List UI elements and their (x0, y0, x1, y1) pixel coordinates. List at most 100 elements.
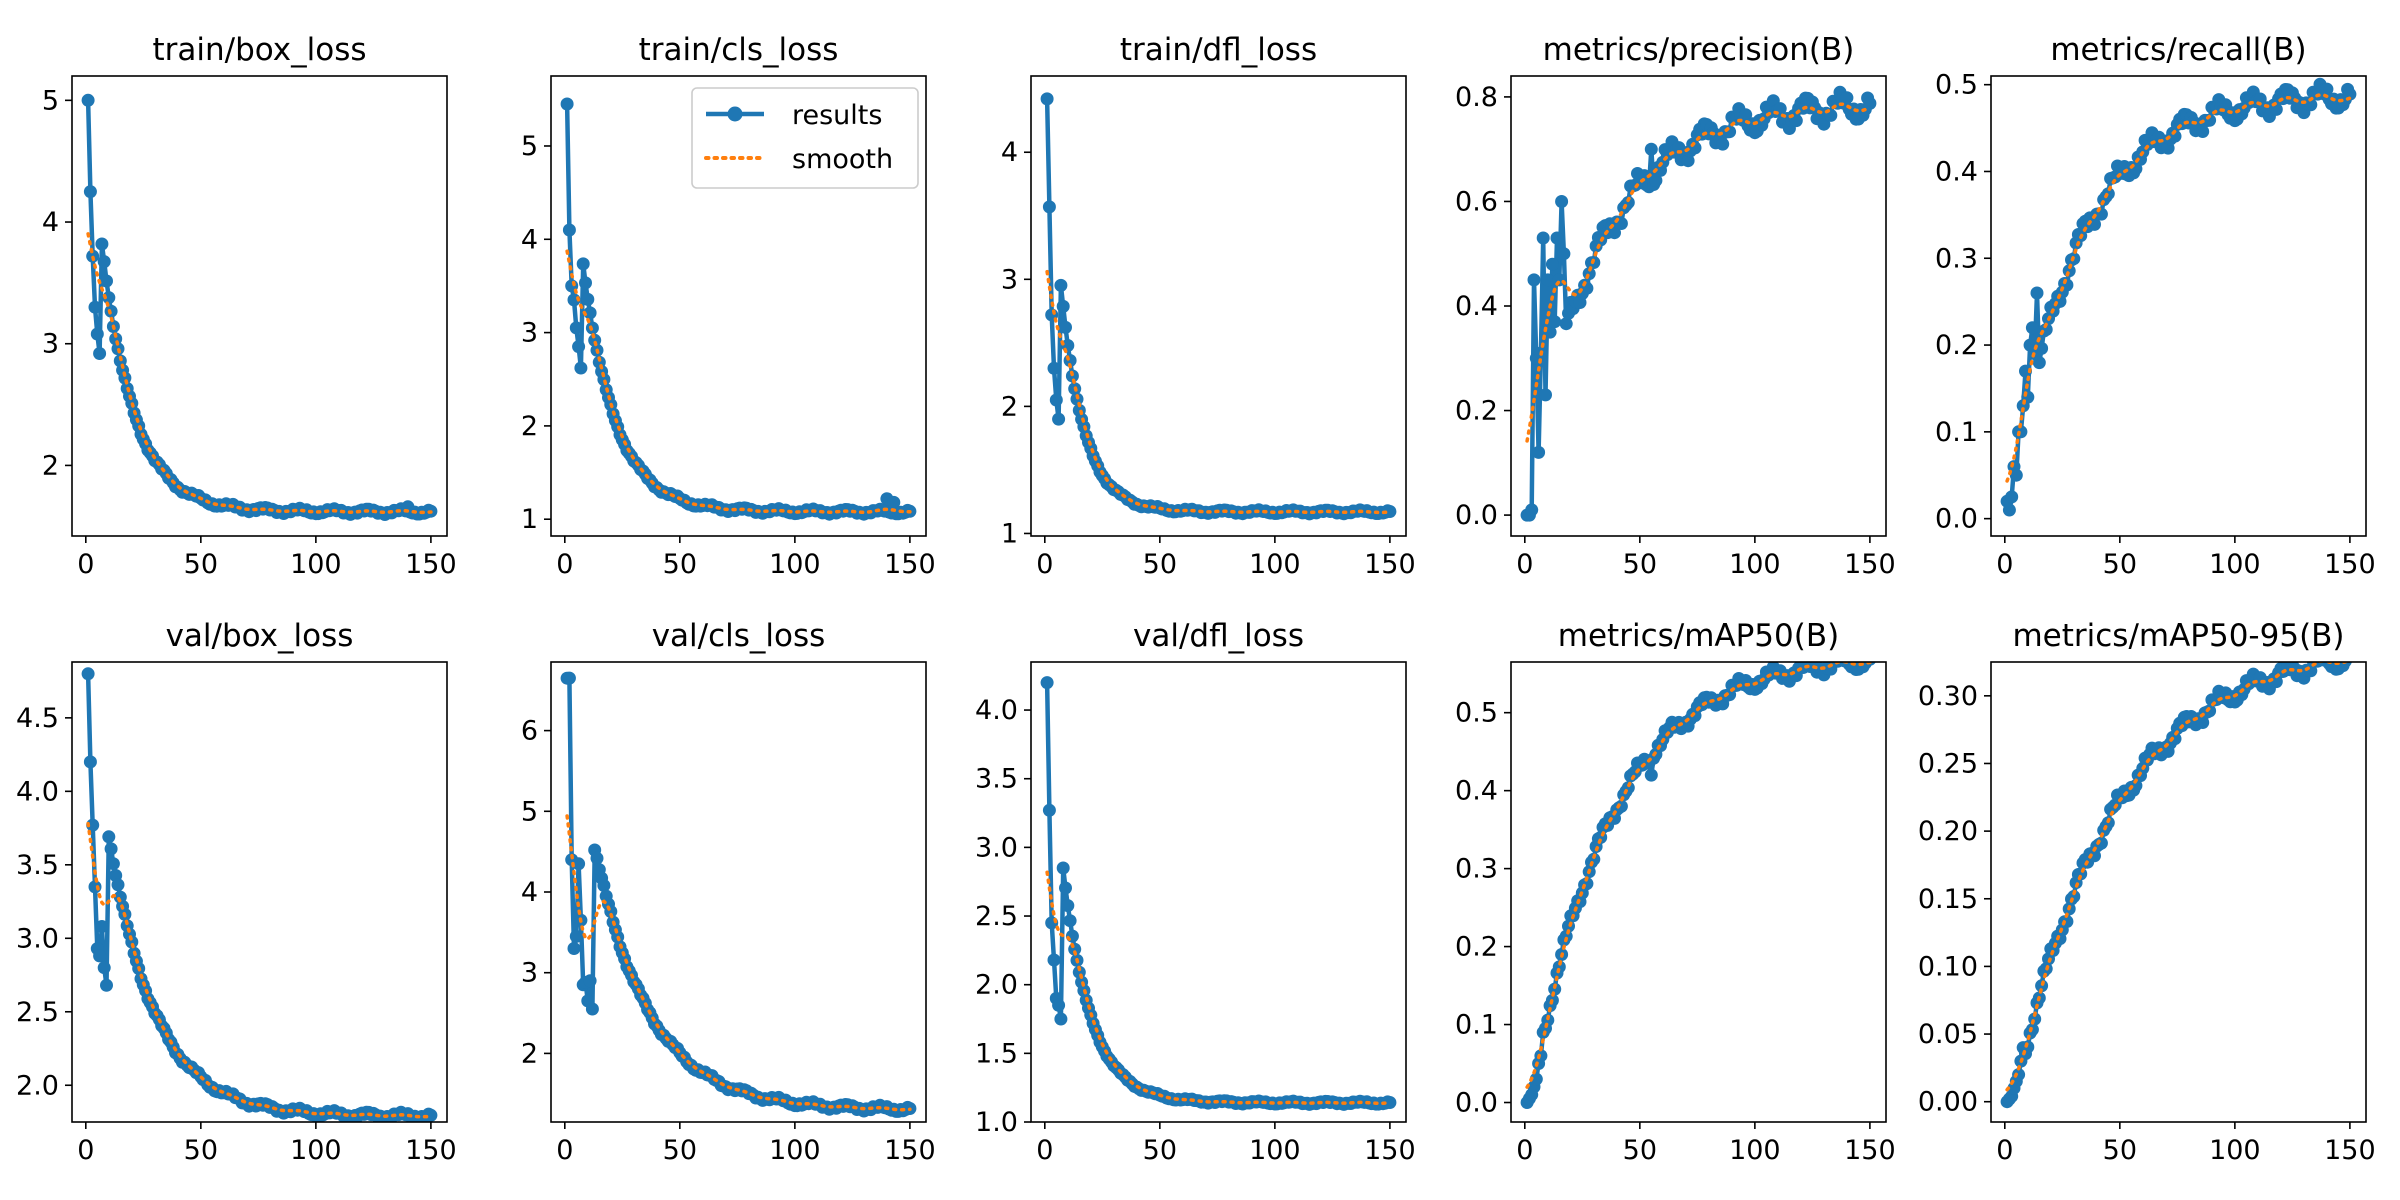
series-results (2000, 77, 2357, 517)
data-point (1047, 953, 1061, 967)
y-tick-label: 0.2 (1455, 932, 1498, 963)
y-tick-label: 0.3 (1455, 854, 1498, 885)
y-tick-label: 0.8 (1455, 82, 1498, 113)
chart-val-box-loss: val/box_loss 0 50 100 150 2.0 2.5 3.0 3.5 4.0 4.5 (16, 618, 457, 1166)
data-point (576, 257, 590, 271)
y-tick-label: 2.0 (975, 970, 1018, 1001)
data-point (97, 255, 111, 269)
data-point (1557, 247, 1571, 261)
chart-title: train/dfl_loss (1120, 32, 1317, 68)
data-point (588, 333, 602, 347)
y-tick-label: 4.0 (975, 695, 1018, 726)
data-point (2094, 207, 2108, 221)
data-point (2030, 286, 2044, 300)
data-point (1789, 114, 1803, 128)
chart-val-dfl-loss: val/dfl_loss 0 50 100 150 1.0 1.5 2.0 2.5 3.0 3.5 4… (975, 618, 1416, 1166)
data-point (597, 373, 611, 386)
y-tick-label: 4 (521, 877, 538, 908)
chart-title: val/dfl_loss (1133, 618, 1304, 654)
y-tick-label: 0.2 (1455, 396, 1498, 427)
data-point (1644, 768, 1658, 782)
data-point (88, 300, 102, 314)
x-tick-label: 150 (1844, 1135, 1896, 1166)
data-point (93, 347, 107, 360)
data-point (1052, 412, 1066, 426)
data-point (1863, 96, 1877, 110)
data-point (81, 667, 95, 681)
y-tick-label: 0.20 (1918, 816, 1978, 847)
data-point (1548, 315, 1562, 329)
data-point (1049, 393, 1063, 407)
x-tick-label: 50 (1143, 549, 1177, 580)
data-point (2196, 125, 2210, 138)
results-line (85, 100, 432, 517)
data-point (2002, 503, 2016, 517)
y-tick-label: 3.0 (975, 832, 1018, 863)
data-point (2338, 662, 2352, 668)
y-tick-label: 0.0 (1455, 1088, 1498, 1119)
x-tick-label: 50 (1143, 1135, 1177, 1166)
legend-results-label: results (792, 100, 882, 131)
axes-frame (1510, 75, 1887, 537)
data-point (1548, 982, 1562, 996)
axes-frame (1030, 75, 1407, 537)
data-point (2304, 98, 2318, 112)
smooth-line (1045, 269, 1392, 515)
x-tick-label: 100 (769, 1135, 821, 1166)
y-tick-label: 0.0 (1935, 504, 1978, 535)
smooth-line (1525, 662, 1872, 1089)
chart-train-cls-loss: train/cls_loss 0 50 100 150 1 2 3 4 5 (521, 32, 936, 580)
y-tick-label: 0.3 (1935, 243, 1978, 274)
chart-metrics-recall-b: metrics/recall(B) 0 50 100 150 0.0 0.1 0.2 0.3 0.… (1935, 32, 2376, 580)
y-tick-label: 3.5 (16, 850, 59, 881)
data-point (1527, 273, 1541, 287)
axes-frame (550, 661, 927, 1123)
chart-title: metrics/mAP50(B) (1558, 618, 1839, 654)
chart-metrics-precision-b: metrics/precision(B) 0 50 100 150 0.0 0.2 0.4 0.… (1455, 32, 1896, 580)
chart-metrics-map50-95-b: metrics/mAP50-95(B) 0 50 100 150 0.00 0.05 0.10… (1918, 618, 2376, 1166)
y-tick-label: 1 (1001, 518, 1018, 549)
data-point (95, 920, 109, 933)
data-point (567, 942, 581, 955)
legend-smooth-label: smooth (792, 144, 893, 175)
y-tick-label: 0.05 (1918, 1019, 1978, 1050)
data-point (93, 949, 107, 963)
data-point (2012, 1068, 2026, 1082)
y-tick-label: 1.5 (975, 1038, 1018, 1069)
data-point (590, 851, 604, 865)
data-point (1539, 388, 1552, 402)
data-point (1541, 273, 1555, 287)
data-point (1555, 195, 1569, 208)
smooth-line (565, 814, 912, 1112)
y-tick-label: 2.5 (16, 997, 59, 1028)
data-point (1040, 676, 1054, 690)
data-point (572, 857, 586, 871)
y-tick-label: 5 (521, 131, 538, 162)
data-point (1559, 317, 1573, 331)
y-tick-label: 2 (1001, 391, 1018, 422)
chart-title: val/box_loss (166, 618, 354, 654)
x-tick-label: 150 (405, 549, 457, 580)
data-point (1383, 505, 1397, 518)
data-point (111, 878, 125, 892)
series-results (81, 93, 438, 521)
data-point (2035, 979, 2049, 993)
x-tick-label: 150 (2324, 1135, 2376, 1166)
data-point (585, 1002, 599, 1016)
smooth-line (565, 249, 912, 515)
results-line (1044, 98, 1391, 517)
x-tick-label: 0 (556, 1135, 573, 1166)
data-point (562, 671, 576, 685)
x-tick-label: 100 (1249, 1135, 1301, 1166)
smooth-line (2005, 662, 2351, 1092)
x-tick-label: 0 (1036, 549, 1053, 580)
data-point (95, 237, 109, 251)
data-point (100, 978, 113, 992)
y-tick-label: 2 (521, 1038, 538, 1069)
data-point (1552, 960, 1566, 974)
data-point (83, 185, 97, 199)
x-tick-label: 100 (1249, 549, 1301, 580)
data-point (2035, 341, 2049, 355)
y-tick-label: 0.4 (1935, 156, 1978, 187)
y-tick-label: 0.10 (1918, 951, 1978, 982)
